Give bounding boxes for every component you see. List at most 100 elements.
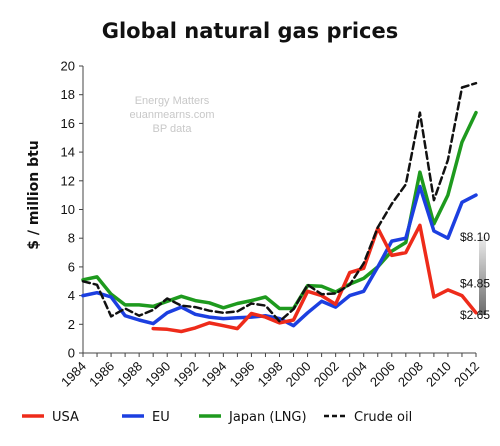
data-point bbox=[475, 82, 477, 84]
data-point bbox=[447, 289, 449, 291]
data-point bbox=[237, 311, 239, 313]
data-point bbox=[166, 298, 168, 300]
data-point bbox=[180, 296, 182, 298]
data-point bbox=[110, 316, 112, 318]
watermark: Energy Matters euanmearns.com BP data bbox=[130, 95, 215, 135]
data-point bbox=[194, 306, 196, 308]
data-point bbox=[349, 272, 351, 274]
data-point bbox=[152, 323, 154, 325]
watermark-line: euanmearns.com bbox=[130, 109, 215, 121]
y-tick-label: 20 bbox=[61, 59, 75, 74]
data-point bbox=[180, 331, 182, 333]
data-point bbox=[293, 308, 295, 310]
data-point bbox=[209, 302, 211, 304]
data-point bbox=[447, 159, 449, 161]
y-tick-label: 16 bbox=[61, 116, 75, 131]
price-callout-label: $8.10 bbox=[460, 230, 490, 244]
data-point bbox=[475, 112, 477, 114]
data-point bbox=[419, 112, 421, 114]
data-point bbox=[405, 237, 407, 239]
data-point bbox=[152, 328, 154, 330]
data-point bbox=[293, 319, 295, 321]
y-tick-label: 6 bbox=[68, 259, 75, 274]
data-point bbox=[96, 284, 98, 286]
series-line-japan-lng bbox=[81, 110, 478, 311]
data-point bbox=[433, 199, 435, 201]
price-callouts: $8.10 $4.85 $2.65 bbox=[460, 230, 490, 322]
data-point bbox=[209, 316, 211, 318]
x-tick-label: 1994 bbox=[198, 359, 229, 390]
data-point bbox=[363, 278, 365, 280]
data-point bbox=[251, 313, 253, 315]
data-point bbox=[461, 141, 463, 143]
series-line-usa bbox=[151, 223, 478, 334]
x-tick-label: 1986 bbox=[86, 359, 117, 390]
data-point bbox=[321, 301, 323, 303]
data-point bbox=[152, 309, 154, 311]
legend-label: EU bbox=[152, 410, 170, 425]
data-point bbox=[180, 305, 182, 307]
y-tick-label: 10 bbox=[61, 202, 75, 217]
data-point bbox=[138, 304, 140, 306]
data-point bbox=[82, 295, 84, 297]
y-tick-label: 14 bbox=[61, 145, 75, 160]
y-axis-label: $ / million btu bbox=[26, 140, 42, 250]
data-point bbox=[223, 312, 225, 314]
data-point bbox=[475, 194, 477, 196]
data-point bbox=[237, 328, 239, 330]
x-tick-label: 1984 bbox=[58, 359, 89, 390]
watermark-line: Energy Matters bbox=[135, 95, 210, 107]
data-point bbox=[194, 300, 196, 302]
legend-label: Japan (LNG) bbox=[228, 410, 307, 425]
y-tick-label: 18 bbox=[61, 87, 75, 102]
x-tick-label: 1998 bbox=[255, 359, 286, 390]
data-point bbox=[335, 303, 337, 305]
price-callout-label: $4.85 bbox=[460, 276, 490, 290]
data-point bbox=[321, 285, 323, 287]
data-point bbox=[419, 171, 421, 173]
data-point bbox=[405, 242, 407, 244]
data-point bbox=[96, 276, 98, 278]
watermark-line: BP data bbox=[153, 123, 193, 135]
data-point bbox=[96, 292, 98, 294]
legend: USA EU Japan (LNG) Crude oil bbox=[22, 410, 412, 425]
data-point bbox=[223, 318, 225, 320]
data-point bbox=[237, 317, 239, 319]
legend-label: Crude oil bbox=[354, 410, 412, 425]
x-tick-label: 1988 bbox=[114, 359, 145, 390]
x-ticks: 1984198619881990199219941996199820002002… bbox=[58, 353, 482, 390]
data-point bbox=[265, 316, 267, 318]
data-point bbox=[461, 295, 463, 297]
data-point bbox=[293, 325, 295, 327]
data-point bbox=[307, 284, 309, 286]
data-point bbox=[166, 329, 168, 331]
data-point bbox=[124, 308, 126, 310]
data-point bbox=[419, 224, 421, 226]
x-tick-label: 1996 bbox=[226, 359, 257, 390]
x-tick-label: 2004 bbox=[339, 359, 370, 390]
price-range-band bbox=[479, 236, 486, 315]
data-point bbox=[391, 240, 393, 242]
x-tick-label: 2008 bbox=[395, 359, 426, 390]
data-point bbox=[447, 194, 449, 196]
x-tick-label: 1992 bbox=[170, 359, 201, 390]
y-tick-label: 12 bbox=[61, 173, 75, 188]
x-tick-label: 1990 bbox=[142, 359, 173, 390]
data-point bbox=[124, 304, 126, 306]
data-point bbox=[391, 255, 393, 257]
data-point bbox=[321, 293, 323, 295]
data-point bbox=[124, 315, 126, 317]
data-point bbox=[237, 303, 239, 305]
data-point bbox=[335, 306, 337, 308]
data-point bbox=[405, 252, 407, 254]
data-point bbox=[433, 230, 435, 232]
data-point bbox=[138, 319, 140, 321]
data-point bbox=[194, 327, 196, 329]
y-tick-label: 2 bbox=[68, 317, 75, 332]
y-tick-label: 8 bbox=[68, 231, 75, 246]
data-point bbox=[110, 293, 112, 295]
data-point bbox=[335, 293, 337, 295]
data-point bbox=[349, 284, 351, 286]
